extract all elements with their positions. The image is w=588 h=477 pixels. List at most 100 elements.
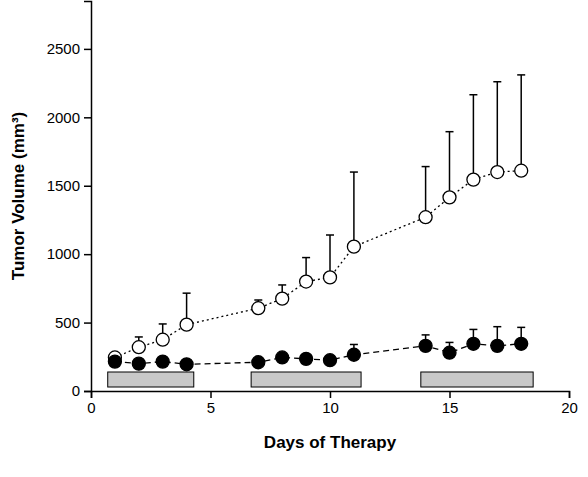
data-point — [324, 271, 337, 284]
y-tick-label: 1500 — [47, 177, 80, 194]
x-tick-label: 5 — [207, 399, 215, 416]
error-bar-cap — [326, 234, 334, 236]
data-point — [467, 173, 480, 186]
data-point — [347, 240, 360, 253]
data-point — [324, 354, 337, 367]
x-tick-label: 15 — [442, 399, 459, 416]
error-bar-cap — [183, 292, 191, 294]
error-bar-cap — [469, 94, 477, 96]
x-tick-mark — [569, 391, 571, 398]
y-axis: 0 500 1000 1500 2000 2500 — [47, 2, 92, 400]
data-point — [132, 357, 145, 370]
data-point — [419, 211, 432, 224]
series-line — [115, 171, 521, 358]
series — [108, 327, 527, 371]
error-bar-cap — [493, 81, 501, 83]
data-point — [156, 355, 169, 368]
error-bar-cap — [350, 344, 358, 346]
y-tick-label: 0 — [72, 382, 80, 399]
x-tick-mark — [210, 391, 212, 398]
y-axis-line — [84, 2, 92, 392]
x-tick: 10 — [322, 391, 339, 416]
y-tick-mark — [84, 117, 91, 119]
error-bar — [350, 172, 358, 247]
error-bar-cap — [469, 329, 477, 331]
error-bar — [493, 82, 501, 172]
error-bar-cap — [422, 166, 430, 168]
data-point — [347, 348, 360, 361]
error-bar-stem — [449, 132, 451, 198]
x-tick-mark — [449, 391, 451, 398]
error-bar — [422, 167, 430, 218]
x-tick: 0 — [87, 391, 95, 416]
error-bar-cap — [517, 74, 525, 76]
x-tick: 20 — [561, 391, 578, 416]
x-tick-label: 20 — [561, 399, 578, 416]
y-tick-mark — [84, 254, 91, 256]
y-tick-label: 2500 — [47, 40, 80, 57]
x-tick-mark — [330, 391, 332, 398]
data-point — [300, 352, 313, 365]
data-point — [180, 318, 193, 331]
data-point — [419, 339, 432, 352]
y-tick: 2500 — [47, 40, 91, 57]
error-bar-cap — [493, 326, 501, 328]
y-tick-label: 500 — [55, 314, 80, 331]
data-point — [515, 337, 528, 350]
data-point — [491, 166, 504, 179]
error-bar-stem — [425, 167, 427, 218]
error-bar-stem — [520, 75, 522, 171]
y-tick-mark — [84, 322, 91, 324]
x-tick: 5 — [207, 391, 215, 416]
error-bar-cap — [350, 171, 358, 173]
y-tick-mark — [84, 185, 91, 187]
x-tick-label: 0 — [87, 399, 95, 416]
x-axis: 0 5 10 15 20 — [87, 391, 578, 416]
chart: 0 5 10 15 20 0 500 1000 1500 2000 2500 Days of Ther… — [0, 0, 588, 477]
treatment-period — [251, 372, 361, 387]
x-axis-title: Days of Therapy — [264, 433, 397, 452]
x-tick: 15 — [442, 391, 459, 416]
error-bar-stem — [353, 172, 355, 247]
y-tick-label: 1000 — [47, 245, 80, 262]
error-bar-cap — [159, 323, 167, 325]
data-point — [467, 337, 480, 350]
y-tick: 500 — [55, 314, 91, 331]
data-point — [443, 346, 456, 359]
error-bar — [469, 95, 477, 180]
data-point — [132, 341, 145, 354]
error-bar-stem — [473, 95, 475, 180]
y-tick-mark — [84, 49, 91, 51]
error-bar-cap — [135, 336, 143, 338]
error-bar-cap — [517, 327, 525, 329]
y-tick-mark — [84, 391, 91, 393]
y-tick-label: 2000 — [47, 109, 80, 126]
x-tick-label: 10 — [322, 399, 339, 416]
data-point — [491, 339, 504, 352]
y-tick: 2000 — [47, 109, 91, 126]
series-line — [115, 344, 521, 365]
data-point — [252, 302, 265, 315]
x-axis-line — [92, 392, 570, 399]
data-point — [252, 356, 265, 369]
data-point — [276, 351, 289, 364]
y-axis-title: Tumor Volume (mm³) — [9, 112, 28, 280]
error-bar-cap — [302, 257, 310, 259]
error-bar — [517, 75, 525, 171]
data-point — [276, 292, 289, 305]
treatment-period — [108, 372, 194, 387]
plot-area — [108, 75, 533, 387]
error-bar-cap — [422, 334, 430, 336]
data-point — [180, 358, 193, 371]
series — [108, 75, 527, 364]
error-bar-cap — [254, 299, 262, 301]
y-tick: 1500 — [47, 177, 91, 194]
error-bar — [446, 132, 454, 198]
error-bar-cap — [278, 284, 286, 286]
y-tick: 0 — [72, 382, 91, 399]
data-point — [443, 191, 456, 204]
data-point — [156, 333, 169, 346]
data-point — [515, 164, 528, 177]
y-tick: 1000 — [47, 245, 91, 262]
error-bar-cap — [446, 131, 454, 133]
